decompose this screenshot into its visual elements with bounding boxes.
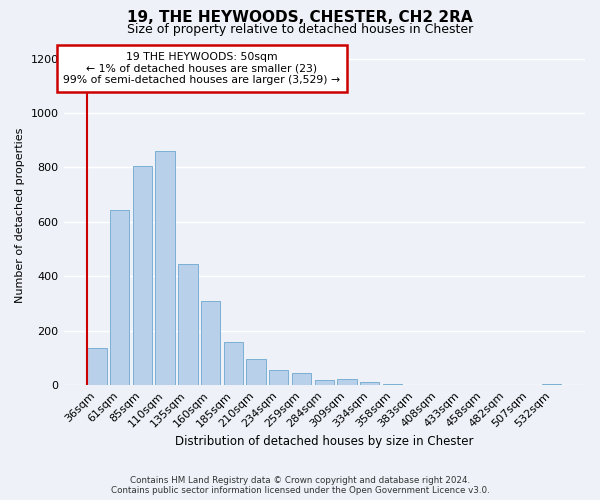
Text: 19, THE HEYWOODS, CHESTER, CH2 2RA: 19, THE HEYWOODS, CHESTER, CH2 2RA	[127, 10, 473, 25]
Bar	[314, 380, 334, 385]
Bar	[292, 374, 311, 385]
Bar	[155, 151, 175, 385]
Bar	[542, 384, 561, 385]
Bar	[383, 384, 402, 385]
Text: Size of property relative to detached houses in Chester: Size of property relative to detached ho…	[127, 22, 473, 36]
Bar	[247, 359, 266, 385]
X-axis label: Distribution of detached houses by size in Chester: Distribution of detached houses by size …	[175, 434, 473, 448]
Y-axis label: Number of detached properties: Number of detached properties	[15, 128, 25, 302]
Bar	[178, 264, 197, 385]
Text: 19 THE HEYWOODS: 50sqm
← 1% of detached houses are smaller (23)
99% of semi-deta: 19 THE HEYWOODS: 50sqm ← 1% of detached …	[63, 52, 340, 85]
Bar	[110, 210, 130, 385]
Bar	[269, 370, 289, 385]
Text: Contains HM Land Registry data © Crown copyright and database right 2024.
Contai: Contains HM Land Registry data © Crown c…	[110, 476, 490, 495]
Bar	[201, 302, 220, 385]
Bar	[133, 166, 152, 385]
Bar	[87, 348, 107, 385]
Bar	[224, 342, 243, 385]
Bar	[337, 379, 356, 385]
Bar	[360, 382, 379, 385]
